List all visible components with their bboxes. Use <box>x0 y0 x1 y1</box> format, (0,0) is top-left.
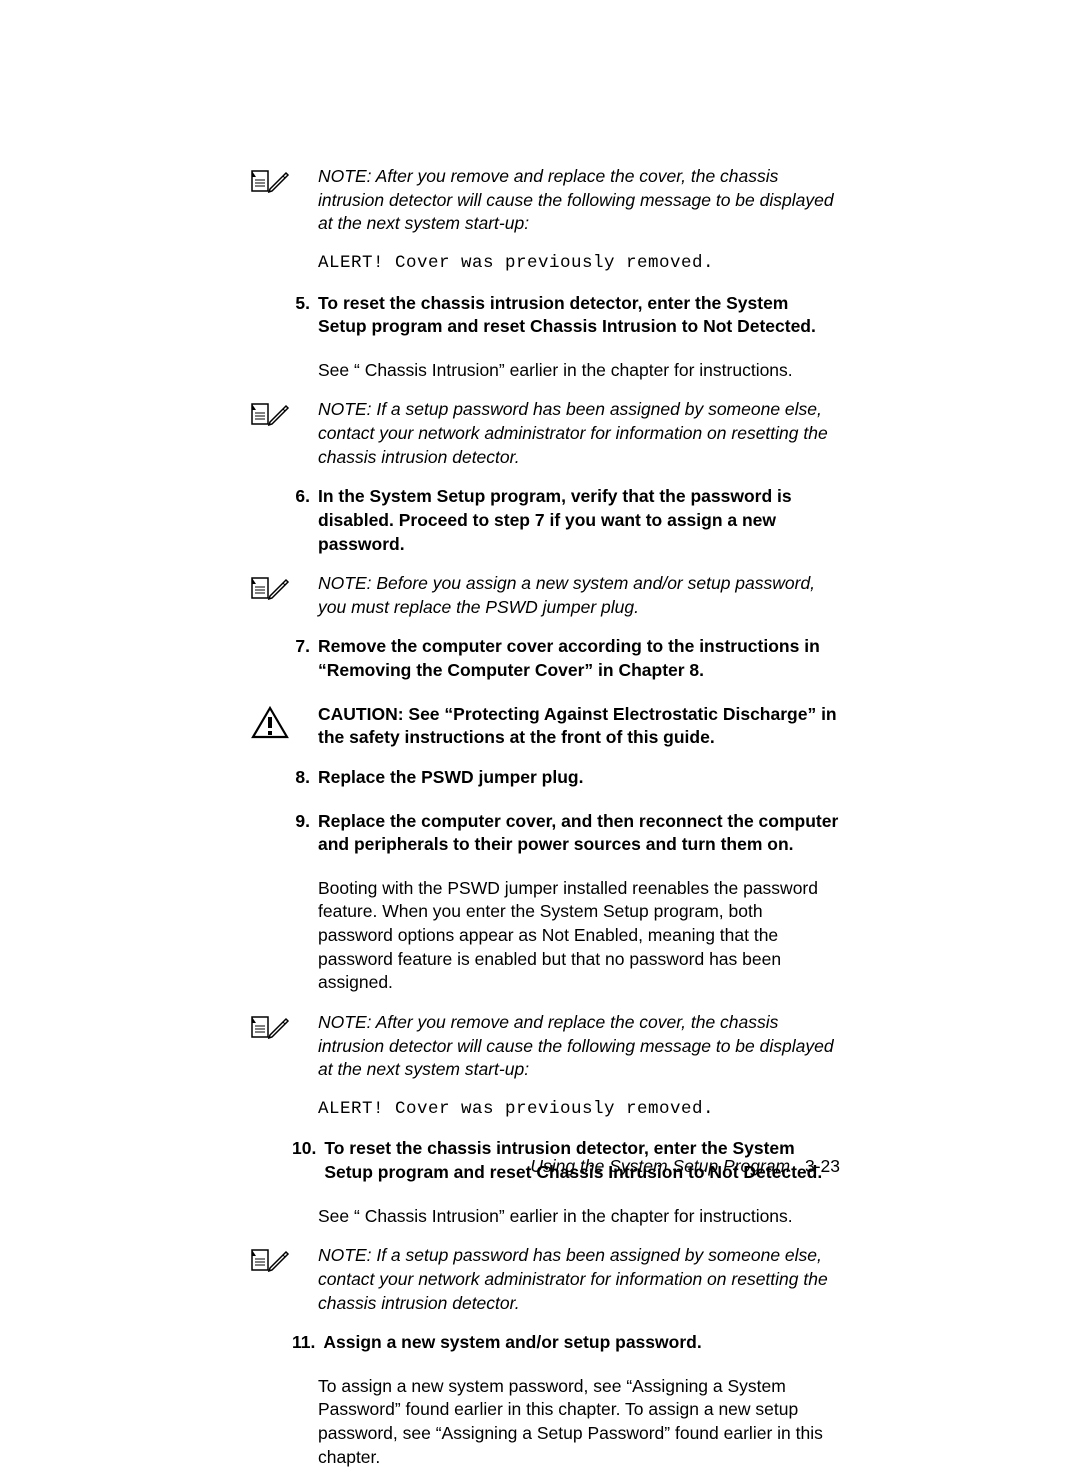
note-text: NOTE: After you remove and replace the c… <box>318 1011 840 1082</box>
footer-title: Using the System Setup Program <box>530 1156 790 1176</box>
note-icon <box>248 167 290 201</box>
note-text: NOTE: Before you assign a new system and… <box>318 572 840 619</box>
step-9-instruction: Booting with the PSWD jumper installed r… <box>318 877 840 995</box>
page-footer: Using the System Setup Program 3-23 <box>0 1156 840 1177</box>
note-icon <box>248 574 290 608</box>
step-text: Replace the computer cover, and then rec… <box>318 810 840 857</box>
step-11: 11. Assign a new system and/or setup pas… <box>318 1331 840 1355</box>
step-number: 11. <box>292 1331 319 1355</box>
step-text: Assign a new system and/or setup passwor… <box>323 1331 840 1355</box>
step-number: 6. <box>292 485 314 556</box>
step-number: 7. <box>292 635 314 682</box>
note-text: NOTE: After you remove and replace the c… <box>318 165 840 236</box>
note-text: NOTE: If a setup password has been assig… <box>318 398 840 469</box>
alert-text: ALERT! Cover was previously removed. <box>318 252 840 276</box>
step-6: 6. In the System Setup program, verify t… <box>318 485 840 556</box>
page-content: NOTE: After you remove and replace the c… <box>0 0 1080 1475</box>
caution-text: CAUTION: See “Protecting Against Electro… <box>318 703 840 750</box>
step-number: 5. <box>292 292 314 339</box>
step-number: 9. <box>292 810 314 857</box>
step-8: 8. Replace the PSWD jumper plug. <box>318 766 840 790</box>
alert-text: ALERT! Cover was previously removed. <box>318 1098 840 1122</box>
footer-page: 3-23 <box>805 1156 840 1176</box>
note-icon <box>248 1013 290 1047</box>
caution-icon <box>250 705 290 741</box>
step-text: In the System Setup program, verify that… <box>318 485 840 556</box>
note-icon <box>248 1246 290 1280</box>
step-9: 9. Replace the computer cover, and then … <box>318 810 840 857</box>
note-text: NOTE: If a setup password has been assig… <box>318 1244 840 1315</box>
step-7: 7. Remove the computer cover according t… <box>318 635 840 682</box>
step-11-instruction: To assign a new system password, see “As… <box>318 1375 840 1470</box>
step-text: To reset the chassis intrusion detector,… <box>318 292 840 339</box>
step-text: Remove the computer cover according to t… <box>318 635 840 682</box>
step-text: Replace the PSWD jumper plug. <box>318 766 840 790</box>
step-5-instruction: See “ Chassis Intrusion” earlier in the … <box>318 359 840 383</box>
step-5: 5. To reset the chassis intrusion detect… <box>318 292 840 339</box>
step-number: 8. <box>292 766 314 790</box>
note-icon <box>248 400 290 434</box>
step-10-instruction: See “ Chassis Intrusion” earlier in the … <box>318 1205 840 1229</box>
